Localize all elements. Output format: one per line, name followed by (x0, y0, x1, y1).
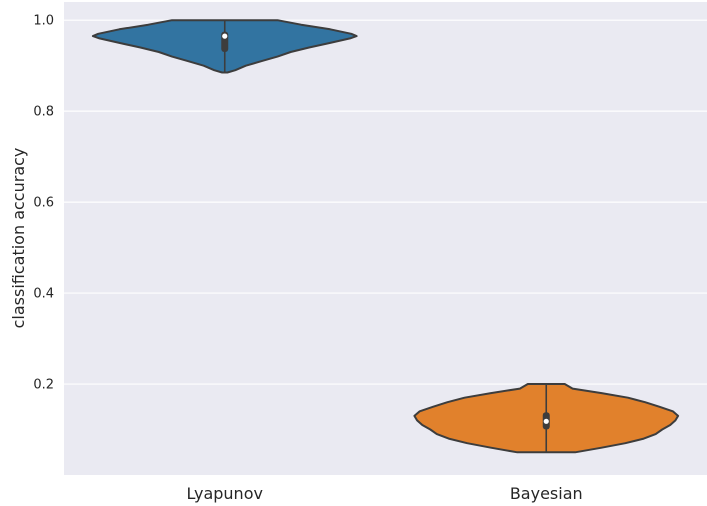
x-tick-label: Bayesian (510, 484, 583, 503)
violins (91, 19, 680, 454)
x-tick-label: Lyapunov (187, 484, 263, 503)
y-tick-label: 0.8 (33, 105, 54, 120)
gridlines (64, 19, 707, 385)
median-dot-lyapunov (222, 33, 228, 39)
y-tick-label: 0.6 (33, 196, 54, 211)
y-tick-label: 0.2 (33, 378, 54, 393)
y-axis-label: classification accuracy (9, 148, 28, 329)
y-tick-label: 0.4 (33, 287, 54, 302)
y-tick-labels: 0.2 0.4 0.6 0.8 1.0 (33, 14, 54, 393)
x-tick-labels: Lyapunov Bayesian (187, 484, 583, 503)
median-dot-bayesian (543, 418, 549, 424)
y-tick-label: 1.0 (33, 14, 54, 29)
